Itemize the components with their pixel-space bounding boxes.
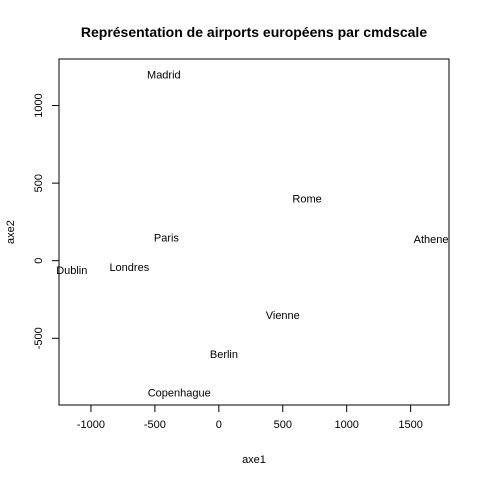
y-tick-label: 0 (33, 258, 45, 264)
point-label: Londres (109, 262, 149, 274)
x-tick-label: -1000 (77, 419, 105, 431)
point-label: Paris (154, 232, 180, 244)
x-tick-label: -500 (144, 419, 166, 431)
point-label: Athene (414, 234, 449, 246)
points-layer: Madrid Rome Paris Athene Dublin Londres Vienne… (56, 70, 448, 400)
point-label: Madrid (147, 70, 181, 82)
x-tick-label: 1000 (334, 419, 358, 431)
y-axis-label: axe2 (5, 220, 17, 244)
chart-title: Représentation de airports européens par… (81, 24, 427, 40)
y-tick-label: 1000 (33, 93, 45, 117)
point-label: Dublin (56, 265, 87, 277)
x-tick-label: 1500 (398, 419, 422, 431)
x-tick-label: 500 (274, 419, 292, 431)
plot-frame (58, 58, 450, 406)
x-axis: -1000 -500 0 500 1000 1500 (77, 405, 423, 431)
y-tick-label: 500 (33, 174, 45, 192)
x-tick-label: 0 (216, 419, 222, 431)
y-axis: -500 0 500 1000 (33, 93, 59, 349)
y-tick-label: -500 (33, 327, 45, 349)
point-label: Vienne (266, 310, 300, 322)
point-label: Copenhague (148, 388, 211, 400)
point-label: Rome (292, 194, 321, 206)
x-axis-label: axe1 (242, 454, 266, 466)
point-label: Berlin (210, 349, 238, 361)
